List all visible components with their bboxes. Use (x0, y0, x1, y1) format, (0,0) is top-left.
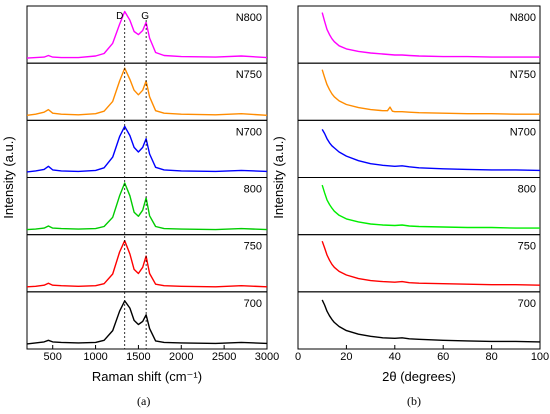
a-peak-label-d: D (116, 11, 123, 22)
a-series-line-n800 (26, 10, 268, 59)
b-x-tick-label: 80 (485, 351, 497, 363)
b-x-tick-label: 0 (295, 351, 301, 363)
b-series-label-n750: N750 (510, 69, 536, 81)
a-series-label-n750: N750 (236, 69, 262, 81)
a-x-tick-label: 2500 (212, 351, 236, 363)
b-series-line-n750 (321, 69, 540, 115)
b-series-label-n700: N700 (510, 126, 536, 138)
a-x-tick-label: 1500 (126, 351, 150, 363)
b-x-tick-label: 20 (340, 351, 352, 363)
a-series-label-n700: N700 (236, 126, 262, 138)
a-series-label-n800: N800 (236, 12, 262, 24)
b-subplot-frame-700 (297, 291, 541, 350)
b-subplot-frame-n800 (297, 5, 541, 64)
b-subplot-frame-n750 (297, 62, 541, 121)
a-x-axis-label: Raman shift (cm⁻¹) (92, 369, 202, 384)
a-subplot-frame-n750 (26, 62, 268, 121)
a-subplot-frame-700 (26, 291, 268, 350)
a-series-line-750 (26, 240, 268, 288)
panel-a-label: (a) (137, 394, 151, 408)
b-y-axis-label: Intensity (a.u.) (271, 136, 286, 218)
a-x-tick-label: 500 (44, 351, 62, 363)
a-subplot-frame-n700 (26, 119, 268, 179)
b-series-label-n800: N800 (510, 12, 536, 24)
panel-b-label: (b) (407, 394, 421, 408)
a-x-tick-label: 1000 (83, 351, 107, 363)
b-series-label-700: 700 (518, 298, 536, 310)
a-peak-label-g: G (141, 11, 149, 22)
b-x-tick-label: 100 (531, 351, 549, 363)
a-x-tick-label: 2000 (169, 351, 193, 363)
a-series-label-750: 750 (244, 241, 262, 253)
a-series-label-800: 800 (244, 184, 262, 196)
b-series-label-800: 800 (518, 184, 536, 196)
a-x-tick-label: 3000 (255, 351, 279, 363)
b-series-label-750: 750 (518, 241, 536, 253)
b-series-line-n800 (321, 12, 540, 58)
a-series-line-n700 (26, 125, 268, 173)
a-series-line-n750 (26, 67, 268, 116)
b-series-line-n700 (321, 129, 541, 172)
b-series-line-700 (321, 299, 541, 343)
panel-a-raman: N800 N750 N700 800 750 700 D G 500 1000 1500 2000 25… (1, 5, 279, 384)
b-series-line-750 (321, 240, 541, 286)
b-series-line-800 (321, 184, 540, 229)
a-series-line-800 (26, 182, 268, 231)
b-x-tick-label: 60 (437, 351, 449, 363)
b-x-axis-label: 2θ (degrees) (382, 369, 456, 384)
a-y-axis-label: Intensity (a.u.) (1, 136, 16, 218)
panel-b-xrd: N800 N750 N700 800 750 700 0 20 40 60 80 100 2θ (deg… (271, 5, 549, 384)
b-subplot-frame-n700 (297, 119, 541, 179)
a-series-label-700: 700 (244, 298, 262, 310)
b-x-tick-label: 40 (389, 351, 401, 363)
a-series-line-700 (26, 300, 268, 345)
